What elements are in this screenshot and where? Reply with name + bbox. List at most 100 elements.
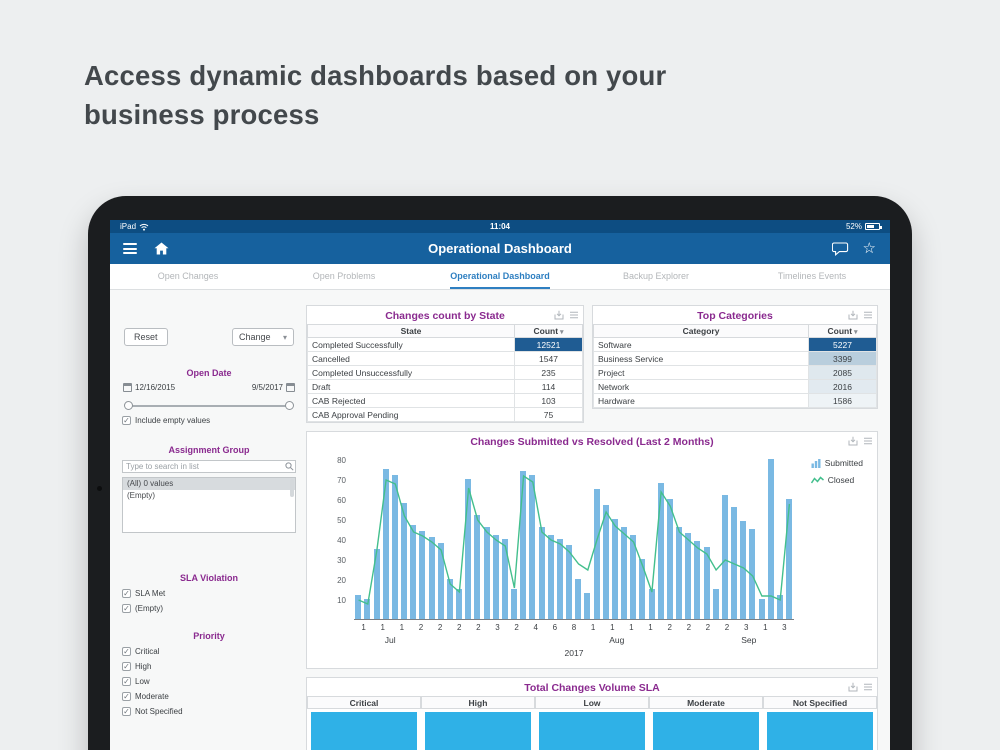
chart-bar[interactable] (602, 505, 609, 619)
date-end[interactable]: 9/5/2017 (251, 383, 283, 392)
sla-bar-moderate[interactable] (653, 712, 759, 750)
chart-bar[interactable] (529, 475, 536, 619)
slider-handle-left[interactable] (124, 401, 133, 410)
tab-timelines-events[interactable]: Timelines Events (777, 271, 847, 281)
widget-menu-icon[interactable] (863, 682, 873, 692)
export-icon[interactable] (848, 436, 858, 446)
chart-bar[interactable] (556, 539, 563, 619)
table-row[interactable]: Completed Successfully 12521 (307, 337, 583, 352)
chart-bar[interactable] (786, 499, 792, 619)
chart-bar[interactable] (758, 599, 765, 619)
chart-bar[interactable] (621, 527, 627, 619)
tab-operational-dashboard[interactable]: Operational Dashboard (422, 264, 578, 289)
chart-bar[interactable] (731, 507, 737, 619)
chart-bar[interactable] (776, 595, 783, 619)
chart-bar[interactable] (401, 503, 407, 619)
column-header-category[interactable]: Category (593, 324, 809, 338)
export-icon[interactable] (848, 682, 858, 692)
chart-bar[interactable] (676, 527, 682, 619)
assignment-option[interactable]: (All) 0 values (123, 478, 295, 490)
priority-option-not-specified[interactable]: ✓ Not Specified (122, 707, 183, 716)
export-icon[interactable] (554, 310, 564, 320)
sla-bar-low[interactable] (539, 712, 645, 750)
column-header-state[interactable]: State (307, 324, 515, 338)
chart-bar[interactable] (410, 525, 417, 619)
tab-open-problems[interactable]: Open Problems (312, 271, 376, 281)
sla-option-empty[interactable]: ✓ (Empty) (122, 604, 163, 613)
chart-bar[interactable] (721, 495, 728, 619)
table-row[interactable]: Hardware 1586 (593, 393, 877, 408)
calendar-icon[interactable] (286, 383, 295, 392)
chat-icon[interactable] (831, 241, 849, 256)
sort-icon[interactable]: ▾ (558, 329, 564, 336)
chart-bar[interactable] (703, 547, 710, 619)
chart-bar[interactable] (611, 519, 618, 619)
chart-bar[interactable] (492, 535, 499, 619)
chart-bar[interactable] (767, 459, 774, 619)
chart-bar[interactable] (456, 589, 462, 619)
chart-bar[interactable] (511, 589, 517, 619)
export-icon[interactable] (848, 310, 858, 320)
chart-bar[interactable] (391, 475, 398, 619)
chart-bar[interactable] (547, 535, 554, 619)
chart-bar[interactable] (630, 535, 637, 619)
calendar-icon[interactable] (123, 383, 132, 392)
reset-button[interactable]: Reset (124, 328, 168, 346)
table-row[interactable]: Project 2085 (593, 365, 877, 380)
chart-bar[interactable] (657, 483, 664, 619)
menu-icon[interactable] (123, 243, 137, 254)
include-empty-checkbox[interactable]: ✓ Include empty values (122, 416, 211, 425)
chart-bar[interactable] (749, 529, 756, 619)
priority-option-critical[interactable]: ✓ Critical (122, 647, 160, 656)
table-row[interactable]: Network 2016 (593, 379, 877, 394)
table-row[interactable]: CAB Rejected 103 (307, 393, 583, 408)
chart-bar[interactable] (483, 527, 490, 619)
chart-bar[interactable] (584, 593, 591, 619)
chart-bar[interactable] (666, 499, 673, 619)
sla-bar-critical[interactable] (311, 712, 417, 750)
assignment-option[interactable]: (Empty) (127, 491, 155, 500)
chart-bar[interactable] (520, 471, 527, 619)
table-row[interactable]: Cancelled 1547 (307, 351, 583, 366)
chart-bar[interactable] (694, 541, 701, 619)
sla-bar-not-specified[interactable] (767, 712, 873, 750)
sla-option-sla-met[interactable]: ✓ SLA Met (122, 589, 166, 598)
table-row[interactable]: Completed Unsuccessfully 235 (307, 365, 583, 380)
breakdown-select[interactable]: Change ▾ (232, 328, 294, 346)
table-row[interactable]: Draft 114 (307, 379, 583, 394)
priority-option-low[interactable]: ✓ Low (122, 677, 150, 686)
chart-bar[interactable] (501, 539, 508, 619)
chart-bar[interactable] (428, 537, 435, 619)
chart-bar[interactable] (419, 531, 426, 619)
date-start[interactable]: 12/16/2015 (135, 383, 176, 392)
priority-option-high[interactable]: ✓ High (122, 662, 152, 671)
column-header-count[interactable]: Count ▾ (808, 324, 877, 338)
sla-bar-high[interactable] (425, 712, 531, 750)
home-icon[interactable] (154, 242, 169, 255)
chart-bar[interactable] (740, 521, 747, 619)
tab-open-changes[interactable]: Open Changes (157, 271, 219, 281)
chart-bar[interactable] (575, 579, 582, 619)
widget-menu-icon[interactable] (569, 310, 579, 320)
tab-backup-explorer[interactable]: Backup Explorer (622, 271, 690, 281)
chart-bar[interactable] (648, 589, 655, 619)
chart-bar[interactable] (593, 489, 600, 619)
chart-bar[interactable] (474, 515, 481, 619)
chart-bar[interactable] (639, 559, 646, 619)
chart-bar[interactable] (373, 549, 380, 619)
chart-bar[interactable] (355, 595, 362, 619)
table-row[interactable]: CAB Approval Pending 75 (307, 407, 583, 422)
date-range-slider[interactable] (124, 401, 294, 410)
widget-menu-icon[interactable] (863, 436, 873, 446)
column-header-count[interactable]: Count ▾ (514, 324, 583, 338)
chart-bar[interactable] (465, 479, 472, 619)
slider-handle-right[interactable] (285, 401, 294, 410)
priority-option-moderate[interactable]: ✓ Moderate (122, 692, 169, 701)
chart-bar[interactable] (446, 579, 453, 619)
chart-bar[interactable] (712, 589, 719, 619)
assignment-search-input[interactable] (122, 460, 296, 473)
table-row[interactable]: Software 5227 (593, 337, 877, 352)
widget-menu-icon[interactable] (863, 310, 873, 320)
sort-icon[interactable]: ▾ (852, 329, 858, 336)
chart-bar[interactable] (437, 543, 444, 619)
